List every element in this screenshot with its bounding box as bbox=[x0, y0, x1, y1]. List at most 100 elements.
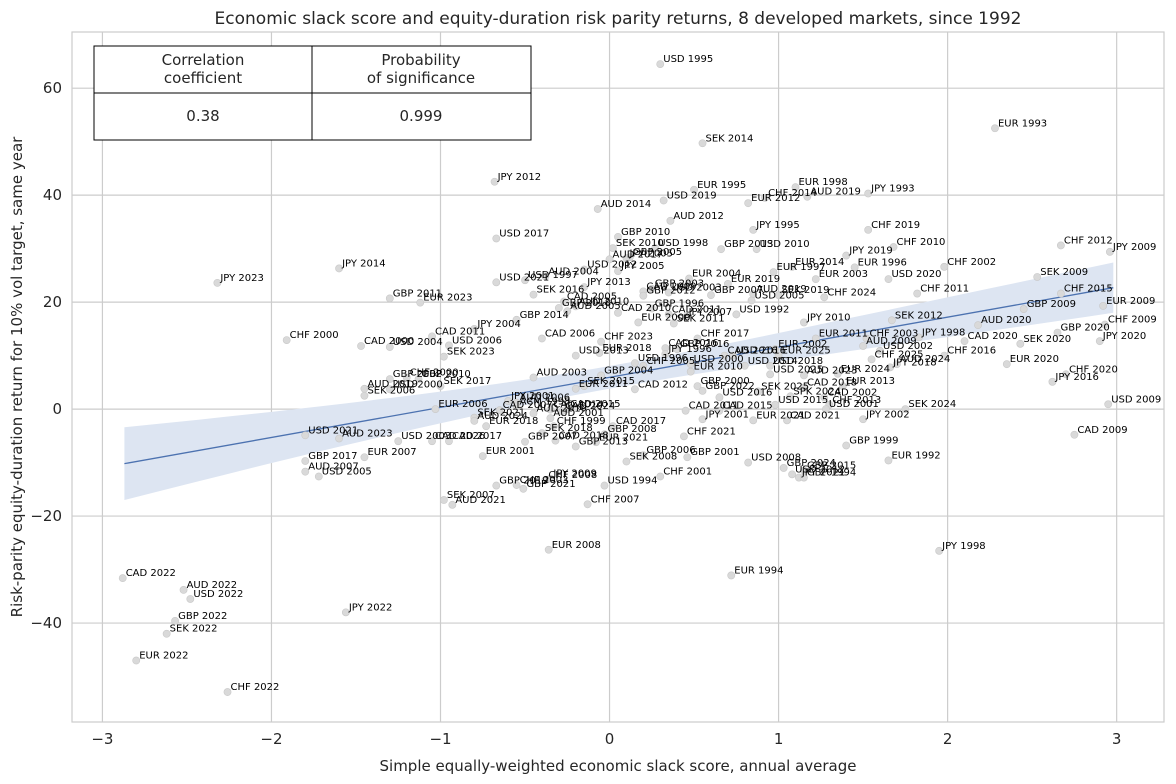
data-point bbox=[729, 351, 737, 360]
data-point bbox=[448, 500, 457, 509]
data-point bbox=[859, 415, 868, 424]
data-point bbox=[416, 298, 425, 307]
data-point-label: EUR 2018 bbox=[489, 416, 538, 427]
data-point bbox=[887, 316, 896, 325]
data-point bbox=[428, 437, 436, 446]
data-point bbox=[715, 406, 724, 415]
data-point-label: GBP 2000 bbox=[700, 376, 749, 387]
data-point-label: CHF 2013 bbox=[832, 395, 881, 406]
data-point-label: USD 2013 bbox=[579, 346, 629, 357]
data-point-label: GBP 2004 bbox=[604, 365, 653, 376]
data-point bbox=[132, 656, 141, 665]
data-point bbox=[385, 343, 394, 351]
data-point-label: JPY 2005 bbox=[620, 261, 665, 272]
data-point bbox=[546, 414, 555, 423]
data-point-label: USD 2006 bbox=[452, 335, 502, 346]
data-point-label: CHF 2008 bbox=[548, 470, 597, 481]
data-point bbox=[749, 226, 758, 234]
data-point-label: CHF 2016 bbox=[947, 346, 996, 357]
data-point-label: CHF 2003 bbox=[869, 328, 918, 339]
data-point bbox=[717, 245, 726, 254]
data-point bbox=[786, 392, 795, 401]
data-point bbox=[592, 438, 600, 447]
x-tick-label: −1 bbox=[429, 730, 451, 748]
data-point-label: SEK 2011 bbox=[677, 314, 725, 325]
data-point-label: CHF 1999 bbox=[557, 416, 606, 427]
data-point bbox=[661, 350, 670, 358]
data-point bbox=[609, 422, 617, 431]
table-value-correlation: 0.38 bbox=[186, 107, 219, 125]
data-point-label: CHF 2022 bbox=[231, 682, 280, 693]
data-point-label: USD 2017 bbox=[499, 228, 549, 239]
data-point-label: CHF 2000 bbox=[290, 330, 339, 341]
data-point bbox=[402, 373, 411, 382]
data-point-label: GBP 2013 bbox=[724, 239, 773, 250]
data-point-label: JPY 2023 bbox=[219, 273, 264, 284]
data-point-label: CAD 2005 bbox=[567, 292, 617, 303]
data-point-label: EUR 2024 bbox=[841, 364, 890, 375]
data-point bbox=[960, 337, 969, 346]
data-point bbox=[600, 430, 609, 439]
data-point-label: GBP 2016 bbox=[680, 339, 729, 350]
data-point bbox=[707, 291, 715, 300]
data-point bbox=[1106, 247, 1114, 256]
confidence-band bbox=[124, 262, 1114, 500]
data-point bbox=[864, 226, 873, 234]
data-point bbox=[864, 189, 873, 198]
data-point bbox=[720, 351, 729, 360]
data-point bbox=[673, 345, 682, 354]
data-point bbox=[788, 262, 797, 271]
data-point bbox=[541, 272, 550, 281]
data-point-label: SEK 2023 bbox=[447, 347, 495, 358]
data-point bbox=[521, 437, 529, 446]
data-point bbox=[1016, 339, 1025, 348]
data-point-label: GBP 2003 bbox=[655, 279, 704, 290]
data-point bbox=[820, 293, 829, 302]
data-point bbox=[800, 371, 808, 380]
data-point bbox=[913, 289, 922, 298]
data-point bbox=[862, 334, 871, 343]
y-axis-ticks: −40 −20 0 20 40 60 bbox=[30, 79, 62, 632]
data-point-label: JPY 2009 bbox=[1112, 242, 1157, 253]
data-point-label: EUR 2000 bbox=[641, 312, 690, 323]
data-point bbox=[693, 382, 702, 390]
data-point bbox=[656, 472, 665, 481]
data-point bbox=[884, 456, 893, 465]
data-point-label: AUD 2024 bbox=[477, 411, 528, 422]
data-point bbox=[771, 400, 780, 409]
data-point-label: CAD 2009 bbox=[1077, 425, 1127, 436]
data-point bbox=[519, 484, 528, 493]
data-point-label: CAD 2011 bbox=[672, 304, 722, 315]
data-point-label: GBP 2022 bbox=[178, 611, 227, 622]
data-point-label: EUR 2020 bbox=[1010, 354, 1059, 365]
data-point-label: USD 2015 bbox=[778, 395, 828, 406]
data-point-label: JPY 2004 bbox=[476, 319, 521, 330]
data-point-label: USD 2016 bbox=[736, 346, 786, 357]
data-point bbox=[445, 437, 453, 446]
data-point-label: GBP 2013 bbox=[579, 437, 628, 448]
data-point bbox=[1033, 273, 1042, 281]
data-point bbox=[580, 265, 589, 274]
data-point-label: GBP 2024 bbox=[787, 458, 836, 469]
data-point bbox=[744, 199, 753, 208]
data-point bbox=[664, 310, 673, 319]
data-point-label: GBP 2021 bbox=[526, 479, 575, 490]
data-point-label: GBP 2020 bbox=[1061, 323, 1110, 334]
data-point bbox=[492, 278, 501, 287]
data-point-label: JPY 2013 bbox=[586, 277, 631, 288]
data-point-label: CAD 2026 bbox=[435, 431, 485, 442]
data-point-label: EUR 1994 bbox=[734, 565, 783, 576]
data-point bbox=[445, 341, 453, 350]
data-point-label: SEK 2021 bbox=[477, 408, 525, 419]
x-tick-label: 1 bbox=[774, 730, 784, 748]
data-point bbox=[538, 334, 546, 343]
data-point-label: CHF 2024 bbox=[827, 287, 876, 298]
data-point-label: EUR 2022 bbox=[139, 650, 188, 661]
data-point-label: JPY 2007 bbox=[688, 307, 733, 318]
data-point-label: CHF 2005 bbox=[646, 356, 695, 367]
data-point-label: EUR 2019 bbox=[731, 274, 780, 285]
data-point bbox=[439, 496, 448, 504]
data-point bbox=[811, 334, 820, 343]
data-point bbox=[1062, 370, 1070, 379]
data-point-label: GBP 2009 bbox=[1027, 299, 1076, 310]
